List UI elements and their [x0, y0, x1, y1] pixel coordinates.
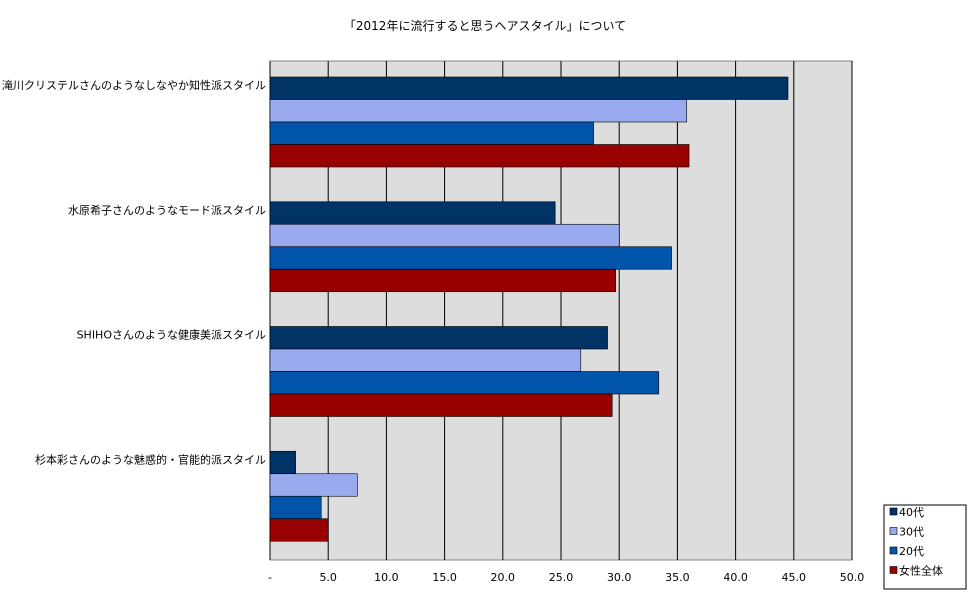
bar-20代-1 [269, 246, 672, 270]
bar-女性全体-0 [269, 144, 690, 168]
bar-女性全体-3 [269, 518, 329, 542]
legend-swatch [889, 527, 898, 535]
bar-40代-1 [269, 201, 556, 225]
legend-label: 20代 [899, 545, 924, 558]
category-labels: 滝川クリステルさんのようなしなやか知性派スタイル水原希子さんのようなモード派スタ… [2, 78, 266, 466]
x-tick-label: 50.0 [840, 571, 865, 584]
bar-30代-2 [269, 348, 582, 372]
bars [269, 76, 789, 542]
bar-30代-1 [269, 223, 620, 248]
legend-swatch [889, 507, 898, 516]
bar-40代-3 [269, 450, 296, 475]
x-tick-label: 10.0 [374, 571, 399, 584]
chart-title: 「2012年に流行すると思うヘアスタイル」について [344, 19, 626, 33]
bar-30代-0 [269, 99, 688, 123]
x-tick-label: 5.0 [319, 571, 337, 584]
x-tick-label: 35.0 [665, 571, 690, 584]
bar-40代-2 [269, 326, 608, 350]
x-tick-label: - [268, 571, 272, 584]
legend-swatch [889, 546, 898, 555]
category-label: 滝川クリステルさんのようなしなやか知性派スタイル [2, 78, 266, 92]
legend-label: 女性全体 [899, 564, 943, 578]
category-label: 杉本彩さんのような魅惑的・官能的派スタイル [35, 452, 266, 466]
x-tick-label: 45.0 [782, 571, 807, 584]
category-label: SHIHOさんのような健康美派スタイル [77, 328, 266, 342]
legend-swatch [889, 566, 898, 574]
category-label: 水原希子さんのようなモード派スタイル [68, 203, 266, 217]
bar-女性全体-1 [269, 268, 617, 293]
legend-box [883, 504, 967, 590]
x-tick-label: 25.0 [549, 571, 574, 584]
bar-40代-0 [269, 76, 789, 100]
legend-label: 40代 [899, 506, 924, 519]
x-tick-labels: - 5.0 10.0 15.0 20.0 25.0 30.0 35.0 40.0 45.0 50.0 [268, 571, 864, 584]
bar-20代-2 [269, 371, 660, 395]
x-tick-label: 20.0 [491, 571, 516, 584]
x-tick-label: 40.0 [723, 571, 748, 584]
legend-label: 30代 [899, 526, 924, 539]
bar-20代-0 [269, 121, 594, 145]
bar-女性全体-2 [269, 393, 613, 417]
x-tick-label: 15.0 [432, 571, 457, 584]
x-tick-label: 30.0 [607, 571, 632, 584]
bar-30代-3 [269, 473, 358, 497]
bar-20代-3 [269, 495, 322, 520]
